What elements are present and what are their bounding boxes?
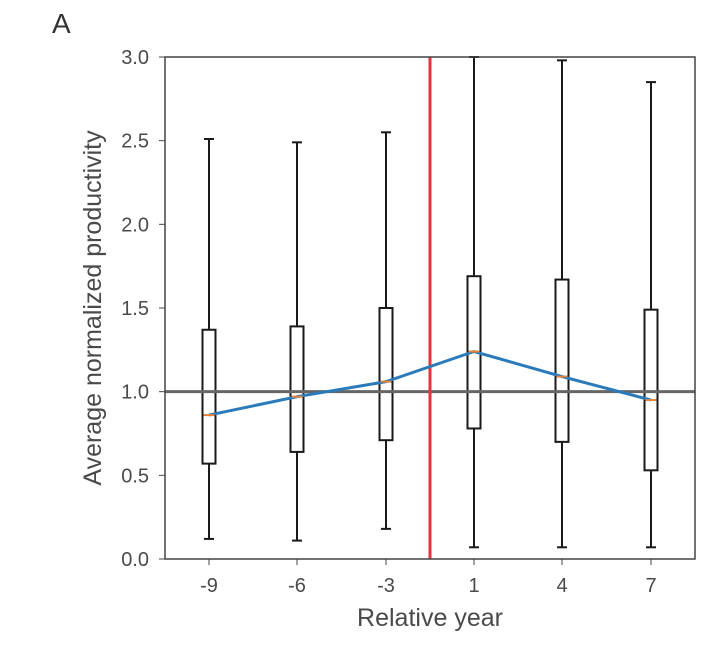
y-tick-label: 2.0 [121,214,149,236]
plot-area: 0.0 0.5 1.0 1.5 2.0 2.5 3.0 -9 -6 -3 1 4 7 [121,47,696,597]
box-iqr [289,325,305,453]
y-tick-label: 1.5 [121,298,149,320]
y-tick-label: 3.0 [121,47,149,69]
box-iqr [643,308,659,472]
y-tick-label: 1.0 [121,382,149,404]
x-tick-label: 1 [468,575,479,597]
box-iqr [201,328,217,465]
x-tick-label: -3 [377,575,395,597]
median-trend-line [208,350,652,417]
y-tick-label: 0.5 [121,465,149,487]
y-tick-label: 2.5 [121,131,149,153]
x-axis-label: Relative year [357,604,503,632]
y-axis-label: Average normalized productivity [79,130,107,486]
y-tick-label: 0.0 [121,549,149,571]
plot-frame [164,56,696,560]
box-iqr [378,307,394,442]
panel-label: A [52,8,71,39]
x-tick-label: 7 [645,575,656,597]
x-tick-label: -9 [200,575,218,597]
x-tick-label: 4 [556,575,567,597]
x-tick-label: -6 [288,575,306,597]
box-iqr [554,278,570,443]
